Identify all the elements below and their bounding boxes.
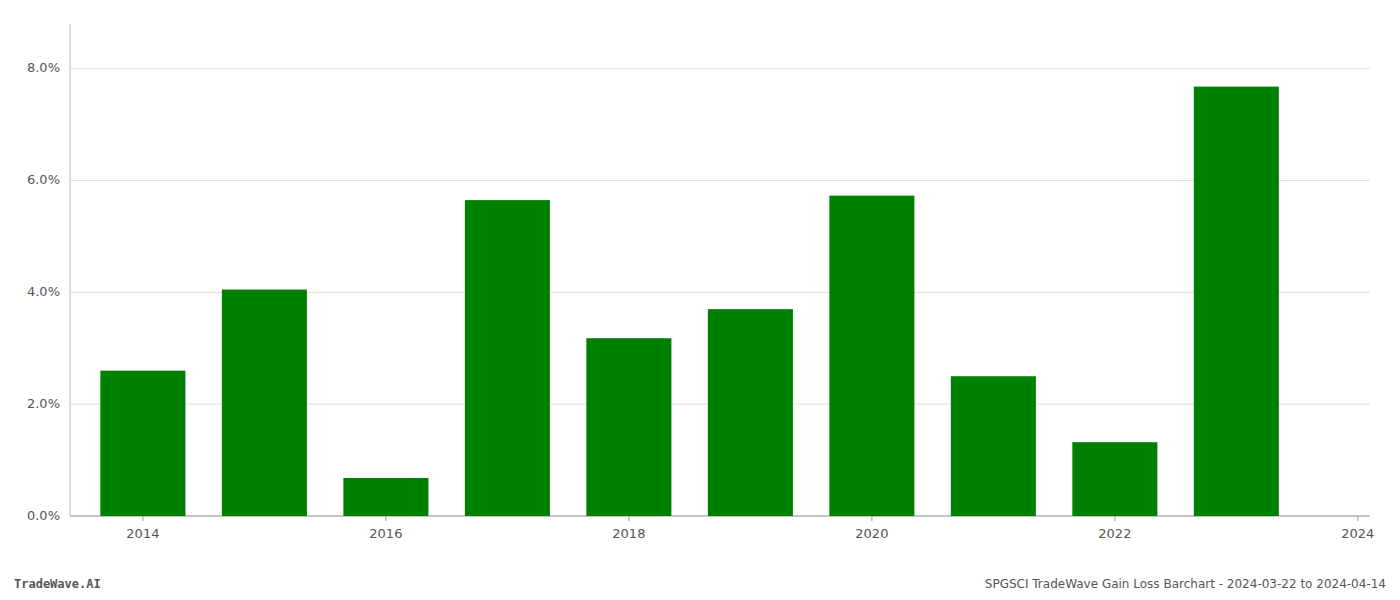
x-tick (1357, 516, 1358, 521)
x-tick (385, 516, 386, 521)
axes: 0.0% 2.0% 4.0% 6.0% 8.0% 2014 2016 2018 2020 2022… (27, 24, 1374, 541)
bar (708, 309, 793, 516)
bar (1194, 87, 1279, 516)
y-tick-label: 2.0% (27, 396, 60, 411)
x-tick-label: 2016 (369, 526, 402, 541)
bar (829, 196, 914, 516)
x-tick-label: 2024 (1341, 526, 1374, 541)
bars (100, 87, 1279, 516)
y-grid-line (70, 180, 1370, 181)
bar (100, 371, 185, 516)
x-tick-label: 2014 (126, 526, 159, 541)
bar (465, 200, 550, 516)
y-grid-line (70, 68, 1370, 69)
x-tick-label: 2018 (612, 526, 645, 541)
y-tick-label: 0.0% (27, 508, 60, 523)
x-tick (142, 516, 143, 521)
bar (951, 376, 1036, 516)
footer-left: TradeWave.AI (14, 577, 101, 591)
bar (222, 290, 307, 516)
y-axis-line (70, 24, 71, 516)
bar (343, 478, 428, 516)
x-tick-label: 2022 (1098, 526, 1131, 541)
y-tick-label: 8.0% (27, 60, 60, 75)
x-tick-label: 2020 (855, 526, 888, 541)
y-tick-label: 4.0% (27, 284, 60, 299)
chart-svg: 0.0% 2.0% 4.0% 6.0% 8.0% 2014 2016 2018 2020 2022… (0, 0, 1400, 600)
x-tick (628, 516, 629, 521)
x-tick (871, 516, 872, 521)
grid (70, 69, 1370, 516)
bar (1072, 442, 1157, 516)
footer-right: SPGSCI TradeWave Gain Loss Barchart - 20… (985, 577, 1386, 591)
bar (586, 338, 671, 516)
x-tick (1114, 516, 1115, 521)
chart-container: 0.0% 2.0% 4.0% 6.0% 8.0% 2014 2016 2018 2020 2022… (0, 0, 1400, 600)
y-tick-label: 6.0% (27, 172, 60, 187)
